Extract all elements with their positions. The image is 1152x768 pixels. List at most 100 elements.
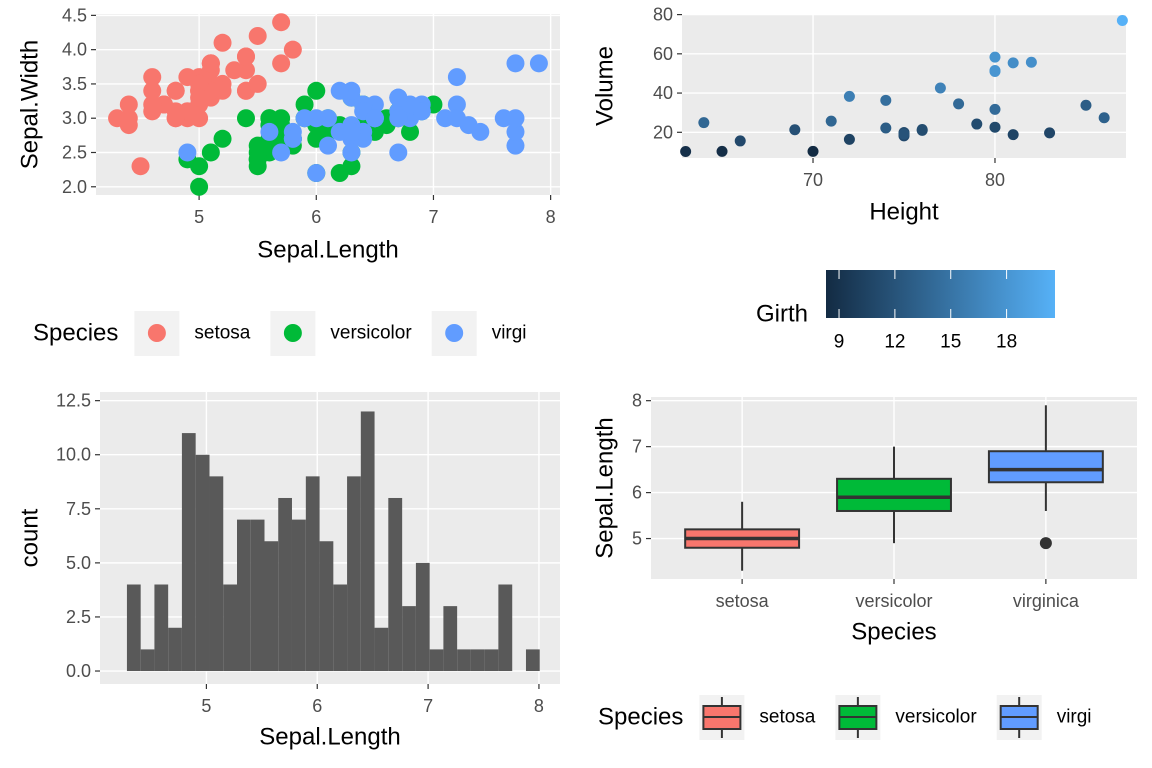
point — [272, 143, 291, 162]
point — [389, 143, 408, 162]
bar — [195, 454, 210, 672]
point — [989, 103, 1001, 115]
point — [131, 157, 150, 176]
point — [506, 109, 525, 128]
point — [307, 81, 326, 100]
y-tick-label: 40 — [653, 83, 673, 103]
y-tick-label: 0.0 — [66, 661, 91, 681]
x-axis-title: Sepal.Length — [259, 724, 400, 751]
y-tick-label: 10.0 — [56, 445, 91, 465]
x-tick-label: 7 — [428, 207, 438, 227]
x-axis-title: Height — [869, 199, 939, 226]
bar — [264, 541, 279, 672]
bar — [154, 584, 169, 672]
x-tick-label: 70 — [803, 170, 823, 190]
bar — [388, 497, 403, 672]
y-tick-label: 4.5 — [62, 5, 87, 25]
y-axis-title: Volume — [592, 46, 619, 126]
y-axis-title: Sepal.Length — [592, 417, 619, 558]
legend-symbol — [445, 324, 464, 342]
y-tick-label: 2.0 — [62, 177, 87, 197]
colorbar-tick-label: 15 — [940, 332, 961, 353]
point — [506, 136, 525, 155]
point — [447, 68, 466, 87]
bar — [429, 649, 444, 672]
legend-label: virgi — [492, 323, 527, 344]
point — [201, 143, 220, 162]
point — [330, 81, 349, 100]
point — [934, 82, 946, 94]
bar — [470, 649, 485, 672]
point — [447, 109, 466, 128]
y-tick-label: 6 — [632, 483, 642, 503]
bar — [319, 541, 334, 672]
legend-label: setosa — [194, 323, 250, 344]
y-tick-label: 60 — [653, 44, 673, 64]
bar — [250, 519, 265, 672]
bar — [525, 649, 540, 672]
legend: Species setosa versicolor virgi — [598, 695, 1092, 740]
point — [272, 13, 291, 32]
point — [880, 122, 892, 134]
point — [295, 95, 314, 114]
x-tick-label: 8 — [546, 207, 556, 227]
bar — [402, 606, 416, 672]
point — [190, 88, 209, 107]
y-tick-label: 5.0 — [66, 553, 91, 573]
panel: 20 40 60 80 70 80 Height Volume Girth 9 12 15 18 — [592, 5, 1128, 353]
point — [236, 109, 255, 128]
bar — [360, 411, 375, 672]
y-tick-label: 5 — [632, 529, 642, 549]
point — [698, 117, 710, 129]
y-tick-label: 3.5 — [62, 74, 87, 94]
box — [987, 450, 1104, 484]
point — [953, 98, 965, 110]
x-tick-label: 8 — [534, 696, 544, 716]
point — [880, 94, 892, 106]
panel: 2.0 2.5 3.0 3.5 4.0 4.5 5 6 7 8 Sepal.Length Sepal.… — [17, 5, 560, 264]
x-tick-label: 5 — [194, 207, 204, 227]
point — [1007, 129, 1019, 141]
x-axis-title: Species — [851, 619, 936, 646]
legend-label: setosa — [759, 707, 815, 728]
legend-title: Species — [598, 704, 683, 731]
point — [843, 133, 855, 145]
point — [236, 47, 255, 66]
point — [319, 136, 337, 155]
point — [843, 90, 855, 102]
y-tick-label: 2.5 — [62, 142, 87, 162]
point — [1098, 112, 1110, 124]
point — [506, 54, 525, 73]
point — [342, 143, 361, 162]
point — [1025, 56, 1037, 68]
point — [342, 122, 361, 141]
point — [971, 118, 983, 130]
bar — [278, 497, 292, 672]
point — [119, 95, 138, 114]
point — [225, 61, 244, 80]
point — [190, 177, 209, 196]
point — [260, 122, 279, 141]
y-tick-label: 12.5 — [56, 391, 91, 411]
bar — [498, 584, 513, 672]
point — [248, 74, 267, 93]
colorbar-tick-label: 9 — [834, 332, 845, 353]
colorbar-tick-label: 12 — [884, 332, 905, 353]
bar — [374, 627, 389, 672]
legend: Species setosa versicolor virgi — [33, 311, 527, 356]
point — [143, 95, 162, 114]
y-tick-label: 2.5 — [66, 607, 91, 627]
point — [471, 122, 490, 141]
point — [166, 81, 185, 100]
bar — [223, 584, 238, 672]
point — [989, 65, 1001, 77]
point — [213, 129, 232, 148]
bar — [333, 584, 348, 672]
point — [734, 135, 746, 147]
point — [283, 129, 302, 148]
point — [166, 109, 185, 128]
point — [506, 122, 525, 141]
x-tick-label: setosa — [716, 591, 770, 611]
point — [401, 122, 420, 141]
legend-label: virgi — [1057, 707, 1092, 728]
